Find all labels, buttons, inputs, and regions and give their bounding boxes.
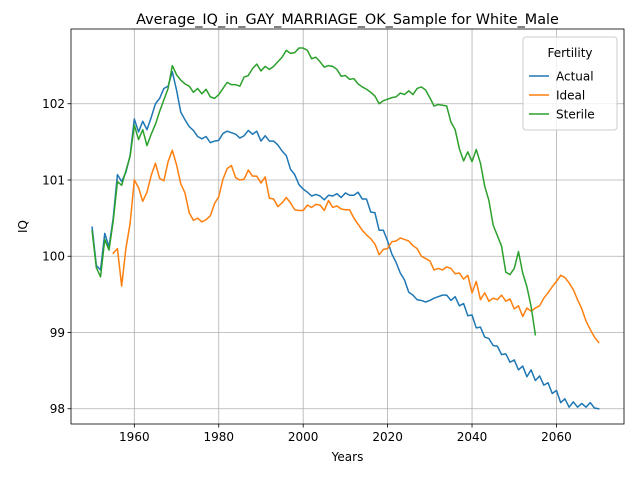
x-tick-label: 2040 xyxy=(457,430,488,444)
axis-ticks: 1960 1980 2000 2020 2040 2060 98 99 100 101 102 xyxy=(42,97,572,444)
series-line-sterile xyxy=(91,47,537,336)
x-tick-label: 2000 xyxy=(288,430,319,444)
x-tick-label: 1980 xyxy=(203,430,234,444)
series-line-actual xyxy=(91,70,600,410)
y-tick-label: 98 xyxy=(50,402,65,416)
x-tick-label: 2060 xyxy=(541,430,572,444)
y-tick-label: 100 xyxy=(42,250,65,264)
plot-frame xyxy=(70,28,625,425)
legend-entries: Actual Ideal Sterile xyxy=(529,69,595,121)
y-tick-label: 102 xyxy=(42,97,65,111)
y-axis-label: IQ xyxy=(16,220,30,233)
legend-title: Fertility xyxy=(547,46,592,60)
x-tick-label: 2020 xyxy=(372,430,403,444)
series-line-ideal xyxy=(112,149,600,344)
y-tick-label: 99 xyxy=(50,326,65,340)
x-axis-label: Years xyxy=(331,450,364,464)
y-tick-label: 101 xyxy=(42,173,65,187)
x-tick-label: 1960 xyxy=(119,430,150,444)
legend: Fertility Actual Ideal Sterile xyxy=(522,36,618,131)
legend-box xyxy=(522,36,618,131)
legend-label-actual: Actual xyxy=(556,69,594,83)
legend-label-sterile: Sterile xyxy=(556,107,595,121)
chart-title: Average_IQ_in_GAY_MARRIAGE_OK_Sample for… xyxy=(136,12,559,28)
legend-label-ideal: Ideal xyxy=(556,88,585,102)
series-lines xyxy=(91,47,600,410)
